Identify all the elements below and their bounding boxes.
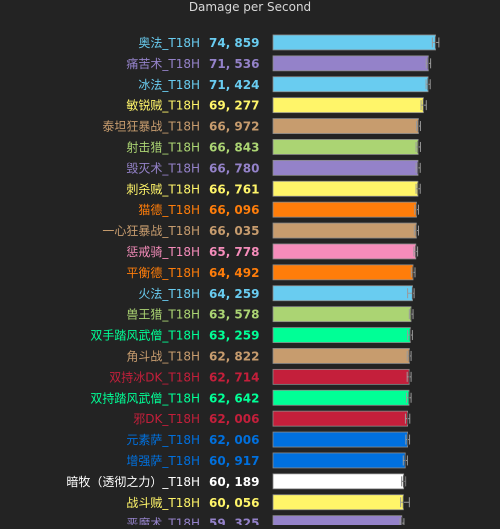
bar	[272, 201, 417, 218]
bar-label: 射击猎_T18H	[126, 139, 200, 154]
bar	[272, 243, 417, 260]
bar-value-label: 62, 822	[209, 349, 259, 363]
bar-value-label: 74, 859	[209, 36, 259, 50]
bar-row: 惩戒骑_T18H 65, 778	[126, 243, 419, 260]
bar-row: 元素萨_T18H 62, 006	[126, 431, 411, 448]
bar	[272, 431, 409, 448]
bar	[272, 180, 419, 197]
bar	[272, 515, 403, 529]
bar-value-label: 60, 189	[209, 475, 259, 489]
bar-label: 泰坦狂暴战_T18H	[102, 120, 200, 134]
bar-label: 敏锐贼_T18H	[126, 98, 200, 113]
bar-label: 双持踏风武僧_T18H	[90, 390, 200, 405]
bar-row: 增强萨_T18H 60, 917	[126, 452, 408, 469]
bar-value-label: 65, 778	[209, 245, 259, 259]
bar	[272, 34, 436, 51]
bar-label: 猫德_T18H	[138, 202, 200, 217]
bar-label: 战斗贼_T18H	[126, 495, 200, 510]
bar-label: 火法_T18H	[138, 287, 200, 301]
bar-row: 双手踏风武僧_T18H 63, 259	[90, 327, 413, 343]
bar-label: 痛苦术_T18H	[126, 56, 200, 71]
bar	[272, 76, 429, 93]
bar-row: 射击猎_T18H 66, 843	[126, 139, 421, 155]
bar	[272, 306, 412, 323]
bar-value-label: 66, 843	[209, 140, 259, 154]
bar-value-label: 60, 056	[209, 496, 259, 510]
bar-label: 惩戒骑_T18H	[126, 245, 200, 259]
chart-title: Damage per Second	[189, 0, 311, 14]
bar	[272, 264, 414, 281]
bar-label: 暗牧（透彻之力）_T18H	[66, 474, 200, 489]
bar-label: 双手踏风武僧_T18H	[90, 329, 200, 343]
bar-value-label: 64, 259	[209, 287, 259, 301]
bar-label: 双持冰DK_T18H	[109, 369, 200, 384]
bar-value-label: 62, 006	[209, 433, 259, 447]
bar-row: 泰坦狂暴战_T18H 66, 972	[102, 118, 421, 134]
bar-label: 邪DK_T18H	[133, 412, 200, 426]
bar-row: 邪DK_T18H 62, 006	[133, 410, 411, 427]
bar-label: 一心狂暴战_T18H	[102, 224, 200, 238]
bar-value-label: 71, 536	[209, 57, 259, 71]
bar-label: 毁灭术_T18H	[126, 160, 200, 175]
bar-row: 双持冰DK_T18H 62, 714	[109, 368, 412, 385]
bar-label: 元素萨_T18H	[126, 433, 200, 447]
bar	[272, 139, 419, 155]
bar-value-label: 66, 035	[209, 224, 259, 238]
bar	[272, 348, 410, 364]
bar-row: 冰法_T18H 71, 424	[138, 76, 431, 93]
bar-row: 猫德_T18H 66, 096	[138, 201, 419, 218]
bar-value-label: 60, 917	[209, 454, 259, 468]
bar-value-label: 66, 761	[209, 182, 259, 196]
bar-row: 双持踏风武僧_T18H 62, 642	[90, 389, 412, 406]
bar-value-label: 62, 006	[209, 412, 259, 426]
bar	[272, 327, 411, 343]
bar-row: 恶魔术_T18H 59, 325	[126, 515, 405, 529]
bar-value-label: 66, 972	[209, 120, 259, 134]
bar-row: 角斗战_T18H 62, 822	[126, 348, 412, 364]
bar-row: 奥法_T18H 74, 859	[138, 34, 440, 51]
bar-label: 平衡德_T18H	[126, 265, 200, 280]
bar-value-label: 69, 277	[209, 99, 259, 113]
bar	[272, 55, 429, 72]
bar-row: 火法_T18H 64, 259	[138, 285, 415, 302]
bar	[272, 118, 419, 134]
bar	[272, 368, 410, 385]
bar-value-label: 66, 780	[209, 161, 259, 175]
bar	[272, 452, 406, 469]
bar-row: 暗牧（透彻之力）_T18H 60, 189	[66, 473, 407, 490]
bar-row: 一心狂暴战_T18H 66, 035	[102, 222, 419, 239]
bar-row: 毁灭术_T18H 66, 780	[126, 159, 421, 176]
bar-value-label: 63, 259	[209, 329, 259, 343]
bar-value-label: 63, 578	[209, 308, 259, 322]
bar-value-label: 62, 642	[209, 391, 259, 405]
bar-value-label: 62, 714	[209, 370, 259, 384]
bar	[272, 410, 409, 427]
bar	[272, 285, 413, 302]
bar-label: 奥法_T18H	[138, 36, 200, 50]
bar-row: 刺杀贼_T18H 66, 761	[126, 180, 421, 197]
bar-label: 角斗战_T18H	[126, 349, 200, 363]
bar-value-label: 66, 096	[209, 203, 259, 217]
bar-label: 冰法_T18H	[138, 78, 200, 92]
bar	[272, 159, 419, 176]
bar-row: 战斗贼_T18H 60, 056	[126, 494, 410, 511]
bar	[272, 389, 410, 406]
bar-label: 兽王猎_T18H	[126, 308, 200, 322]
bar-row: 敏锐贼_T18H 69, 277	[126, 97, 427, 114]
bar-label: 刺杀贼_T18H	[126, 181, 200, 196]
bar-label: 恶魔术_T18H	[126, 516, 200, 525]
bar-row: 平衡德_T18H 64, 492	[126, 264, 416, 281]
bar	[272, 97, 424, 114]
bar	[272, 473, 405, 490]
bar-value-label: 59, 325	[209, 517, 259, 525]
bar-row: 兽王猎_T18H 63, 578	[126, 306, 414, 323]
bar-label: 增强萨_T18H	[126, 454, 200, 468]
bar	[272, 494, 404, 511]
bar-value-label: 71, 424	[209, 78, 259, 92]
bar-row: 痛苦术_T18H 71, 536	[126, 55, 432, 72]
bar-value-label: 64, 492	[209, 266, 259, 280]
bar	[272, 222, 417, 239]
